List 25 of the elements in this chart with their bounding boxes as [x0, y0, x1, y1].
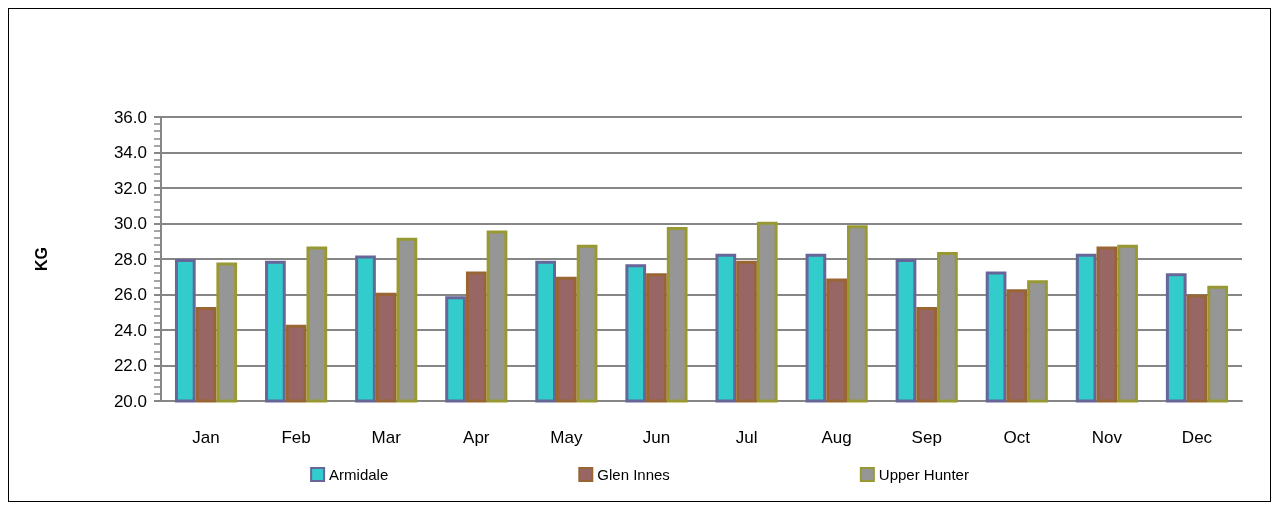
- legend-label: Glen Innes: [597, 466, 670, 483]
- x-tick-label: Aug: [821, 428, 852, 447]
- x-tick-label: Jan: [192, 428, 220, 447]
- x-tick-label: Sep: [911, 428, 942, 447]
- x-tick-label: May: [550, 428, 583, 447]
- x-tick-label: Dec: [1181, 428, 1213, 447]
- y-tick-label: 22.0: [113, 356, 147, 375]
- y-tick-label: 26.0: [113, 285, 147, 304]
- legend-label: Upper Hunter: [878, 466, 969, 483]
- y-tick-label: 30.0: [113, 214, 147, 233]
- y-tick-label: 34.0: [113, 143, 147, 162]
- y-axis-title: KG: [32, 247, 50, 271]
- x-tick-label: Nov: [1091, 428, 1123, 447]
- y-tick-label: 28.0: [113, 249, 147, 269]
- x-tick-label: Jul: [735, 428, 758, 447]
- y-tick-label: 36.0: [113, 107, 147, 127]
- x-tick-label: Jun: [642, 428, 671, 447]
- y-tick-label: 20.0: [113, 391, 147, 411]
- legend-label: Armidale: [329, 466, 389, 483]
- y-tick-label: 24.0: [113, 320, 147, 340]
- y-tick-label: 32.0: [113, 178, 147, 198]
- x-tick-label: Apr: [463, 428, 490, 447]
- x-tick-label: Oct: [1003, 428, 1031, 447]
- x-tick-label: Feb: [281, 428, 311, 447]
- x-tick-label: Mar: [371, 428, 402, 447]
